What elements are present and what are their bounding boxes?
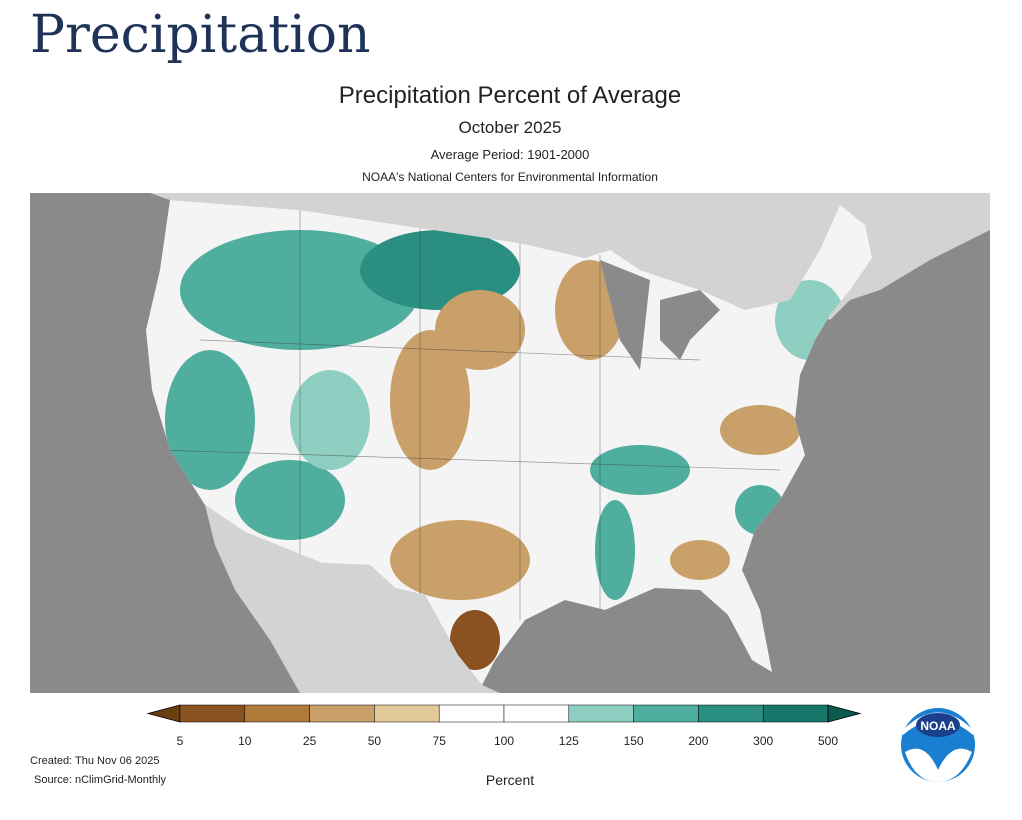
colorbar-tick-label: 150: [624, 734, 644, 748]
colorbar-tick-label: 5: [177, 734, 184, 748]
colorbar-tick-label: 100: [494, 734, 514, 748]
colorbar-tick-label: 10: [238, 734, 252, 748]
area-wet: [595, 500, 635, 600]
area-dry: [670, 540, 730, 580]
legend-label: Percent: [486, 772, 534, 788]
area-wet: [165, 350, 255, 490]
created-note: Created: Thu Nov 06 2025: [30, 755, 159, 767]
great-lakes: [600, 260, 720, 370]
colorbar-bin: [633, 704, 699, 723]
colorbar-bin: [568, 704, 634, 723]
area-dry: [390, 330, 470, 470]
source-note: Source: nClimGrid-Monthly: [34, 774, 167, 786]
area-wet: [235, 460, 345, 540]
colorbar-bin: [309, 704, 375, 723]
colorbar: 5 10 25 50 75 100 125 150 200 300 500: [146, 704, 862, 748]
colorbar-tick-label: 200: [688, 734, 708, 748]
noaa-logo: NOAA: [901, 708, 975, 782]
colorbar-tick-label: 500: [818, 734, 838, 748]
colorbar-tick-label: 50: [368, 734, 382, 748]
colorbar-tick-label: 25: [303, 734, 317, 748]
area-dry: [390, 520, 530, 600]
canada: [150, 193, 990, 320]
area-wet: [290, 370, 370, 470]
colorbar-bin: [438, 704, 505, 723]
colorbar-bin: [698, 704, 764, 723]
colorbar-tick-label: 300: [753, 734, 773, 748]
area-wet: [590, 445, 690, 495]
colorbar-arrow-low: [146, 704, 181, 723]
logo-band: [916, 713, 960, 737]
colorbar-bin: [244, 704, 310, 723]
colorbar-bin: [762, 704, 829, 723]
colorbar-bin: [503, 704, 570, 723]
map-source-org: NOAA's National Centers for Environmenta…: [362, 170, 658, 184]
map-period: Average Period: 1901-2000: [431, 147, 590, 162]
colorbar-tick-label: 125: [559, 734, 579, 748]
area-dry: [435, 290, 525, 370]
mexico: [205, 505, 500, 693]
state-lines: [159, 210, 781, 620]
logo-text: NOAA: [920, 719, 956, 733]
map-title: Precipitation Percent of Average: [339, 82, 681, 109]
colorbar-bin: [374, 704, 440, 723]
colorbar-arrow-high: [827, 704, 862, 723]
area-very-dry: [450, 610, 500, 670]
logo-gull: [905, 748, 972, 782]
area-dry: [720, 405, 800, 455]
page-title: Precipitation: [30, 5, 371, 65]
colorbar-bin: [179, 704, 246, 723]
colorbar-tick-label: 75: [433, 734, 447, 748]
map-subtitle: October 2025: [458, 118, 561, 137]
